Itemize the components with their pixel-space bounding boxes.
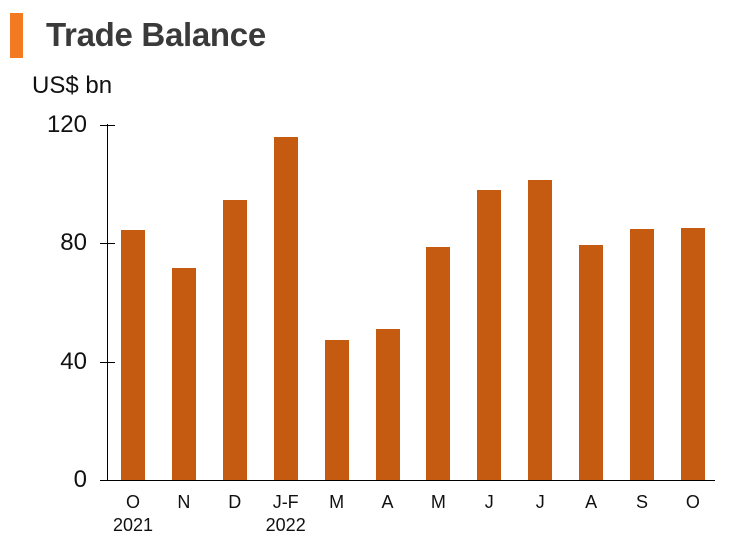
x-tick-label: A — [381, 492, 394, 512]
y-tick — [100, 125, 115, 126]
x-axis-line — [107, 480, 715, 481]
y-tick — [100, 480, 115, 481]
bar — [171, 267, 196, 480]
bar — [375, 328, 400, 480]
bar — [680, 227, 705, 480]
x-tick-label: O — [125, 492, 140, 512]
bar — [324, 339, 349, 480]
y-tick-label: 0 — [73, 466, 87, 493]
bar — [579, 245, 604, 480]
x-tick-label: O — [685, 492, 700, 512]
bar — [630, 229, 654, 480]
bar — [477, 189, 502, 480]
y-tick-label: 40 — [60, 347, 87, 375]
x-tick-label: J-F — [272, 492, 299, 512]
x-year-label: 2021 — [112, 515, 154, 535]
bar — [528, 179, 553, 480]
x-tick-label: J — [535, 492, 545, 512]
bar — [426, 246, 451, 480]
x-tick-label: A — [585, 492, 598, 512]
bar — [222, 200, 247, 480]
x-tick-label: S — [635, 492, 648, 512]
y-tick-label: 80 — [60, 229, 87, 256]
x-year-label: 2022 — [265, 515, 306, 535]
bar — [121, 229, 145, 480]
y-tick — [100, 362, 115, 363]
y-tick — [100, 243, 115, 244]
bar — [273, 136, 298, 480]
x-tick-label: M — [430, 492, 446, 512]
title-marker — [10, 13, 23, 58]
x-tick-label: J — [484, 492, 494, 512]
y-axis-line — [107, 124, 108, 481]
x-tick-label: N — [177, 492, 191, 512]
chart-title: Trade Balance — [46, 16, 266, 53]
y-tick-label: 120 — [46, 110, 87, 138]
y-axis-unit-label: US$ bn — [32, 72, 113, 99]
x-tick-label: D — [228, 492, 242, 512]
x-tick-label: M — [329, 492, 345, 512]
